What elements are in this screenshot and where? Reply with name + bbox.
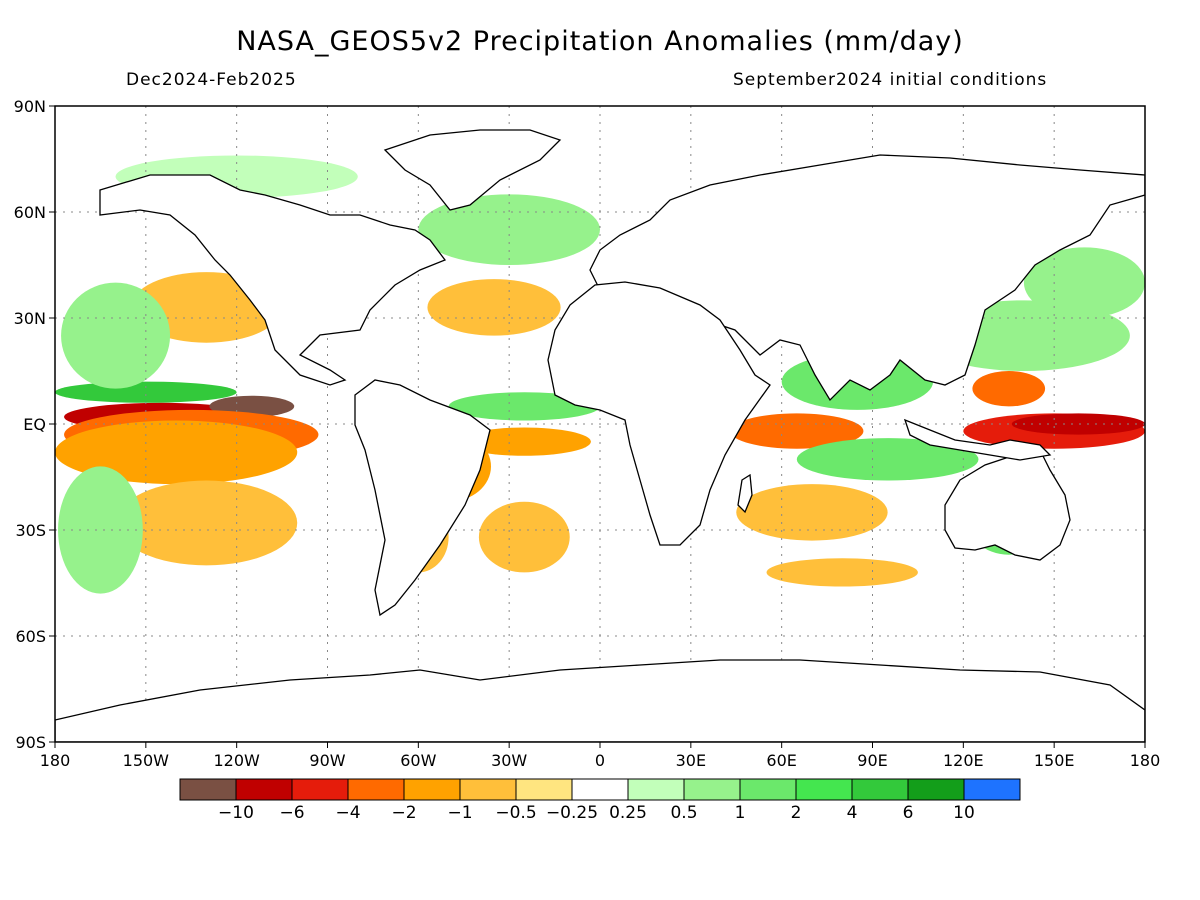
lon-tick-label: 30W: [491, 751, 527, 770]
lat-tick-label: 60N: [14, 203, 46, 222]
colorbar-swatch: [851, 778, 909, 801]
colorbar-swatch: [907, 778, 965, 801]
lat-tick-label: 30S: [15, 521, 46, 540]
colorbar-label: −10: [218, 803, 254, 823]
colorbar-label: −1: [447, 803, 472, 823]
anomaly-patch-3: [55, 420, 298, 485]
colorbar-label: −4: [335, 803, 360, 823]
lon-tick-label: 150E: [1034, 751, 1075, 770]
lat-tick-label: EQ: [23, 415, 46, 434]
south-america: [354, 379, 491, 617]
colorbar: −10 −6 −4 −2 −1 −0.5 −0.25 0.25 0.5 1 2 4 6 10: [179, 778, 1021, 823]
north-america: [99, 174, 447, 386]
colorbar-label: −0.5: [495, 803, 536, 823]
colorbar-swatch: [179, 778, 237, 801]
madagascar: [737, 473, 753, 514]
lon-tick-label: 150W: [123, 751, 170, 770]
lon-tick-label: 120E: [943, 751, 984, 770]
africa: [547, 281, 771, 546]
anomaly-patch-10: [457, 427, 591, 456]
anomaly-patch-18: [730, 413, 864, 449]
lon-tick-label: 60E: [766, 751, 796, 770]
lon-tick-label: 90E: [857, 751, 887, 770]
initial-conditions: September2024 initial conditions: [733, 70, 1048, 90]
anomaly-patch-27: [766, 558, 918, 587]
lon-tick-label: 180: [1130, 751, 1161, 770]
colorbar-label: 0.25: [609, 803, 647, 823]
anomaly-patch-26: [1023, 247, 1145, 318]
colorbar-label: −0.25: [546, 803, 598, 823]
lon-tick-label: 90W: [309, 751, 345, 770]
antarctica: [55, 659, 1145, 742]
anomaly-patch-23: [1011, 413, 1145, 435]
colorbar-label: 10: [953, 803, 975, 823]
anomaly-patch-21: [796, 438, 979, 481]
colorbar-swatch: [571, 778, 629, 801]
colorbar-swatch: [515, 778, 573, 801]
colorbar-swatch: [459, 778, 517, 801]
anomaly-patch-5: [115, 480, 298, 566]
colorbar-swatch: [347, 778, 405, 801]
colorbar-swatch: [795, 778, 853, 801]
lon-tick-label: 60W: [400, 751, 436, 770]
colorbar-swatch: [739, 778, 797, 801]
anomaly-patch-13: [427, 279, 561, 336]
colorbar-swatch: [683, 778, 741, 801]
anomaly-patch-19: [736, 484, 888, 541]
lon-tick-label: 30E: [676, 751, 706, 770]
lat-tick-label: 30N: [14, 309, 46, 328]
lat-tick-label: 90S: [15, 733, 46, 752]
lon-tick-label: 120W: [213, 751, 260, 770]
lat-tick-label: 90N: [14, 97, 46, 116]
lon-tick-label: 0: [595, 751, 605, 770]
colorbar-label: 1: [735, 803, 746, 823]
forecast-period: Dec2024-Feb2025: [126, 70, 297, 90]
lon-tick-label: 180: [40, 751, 71, 770]
map-title: NASA_GEOS5v2 Precipitation Anomalies (mm…: [236, 26, 964, 57]
colorbar-swatch: [963, 778, 1021, 801]
anomaly-patch-24: [972, 371, 1046, 407]
colorbar-swatch: [235, 778, 293, 801]
colorbar-label: 0.5: [670, 803, 697, 823]
anomaly-patch-7: [61, 282, 171, 389]
indonesia: [903, 418, 1052, 461]
colorbar-label: −2: [391, 803, 416, 823]
colorbar-swatch: [291, 778, 349, 801]
coastlines: [55, 129, 1145, 742]
colorbar-label: 6: [903, 803, 914, 823]
colorbar-label: −6: [279, 803, 304, 823]
anomaly-patch-8: [58, 466, 143, 594]
lat-tick-label: 60S: [15, 627, 46, 646]
anomaly-patch-12: [478, 501, 570, 573]
colorbar-label: 4: [847, 803, 858, 823]
colorbar-swatch: [403, 778, 461, 801]
colorbar-label: 2: [791, 803, 802, 823]
greenland: [383, 129, 562, 211]
anomaly-patch-4: [55, 381, 237, 403]
colorbar-swatch: [627, 778, 685, 801]
